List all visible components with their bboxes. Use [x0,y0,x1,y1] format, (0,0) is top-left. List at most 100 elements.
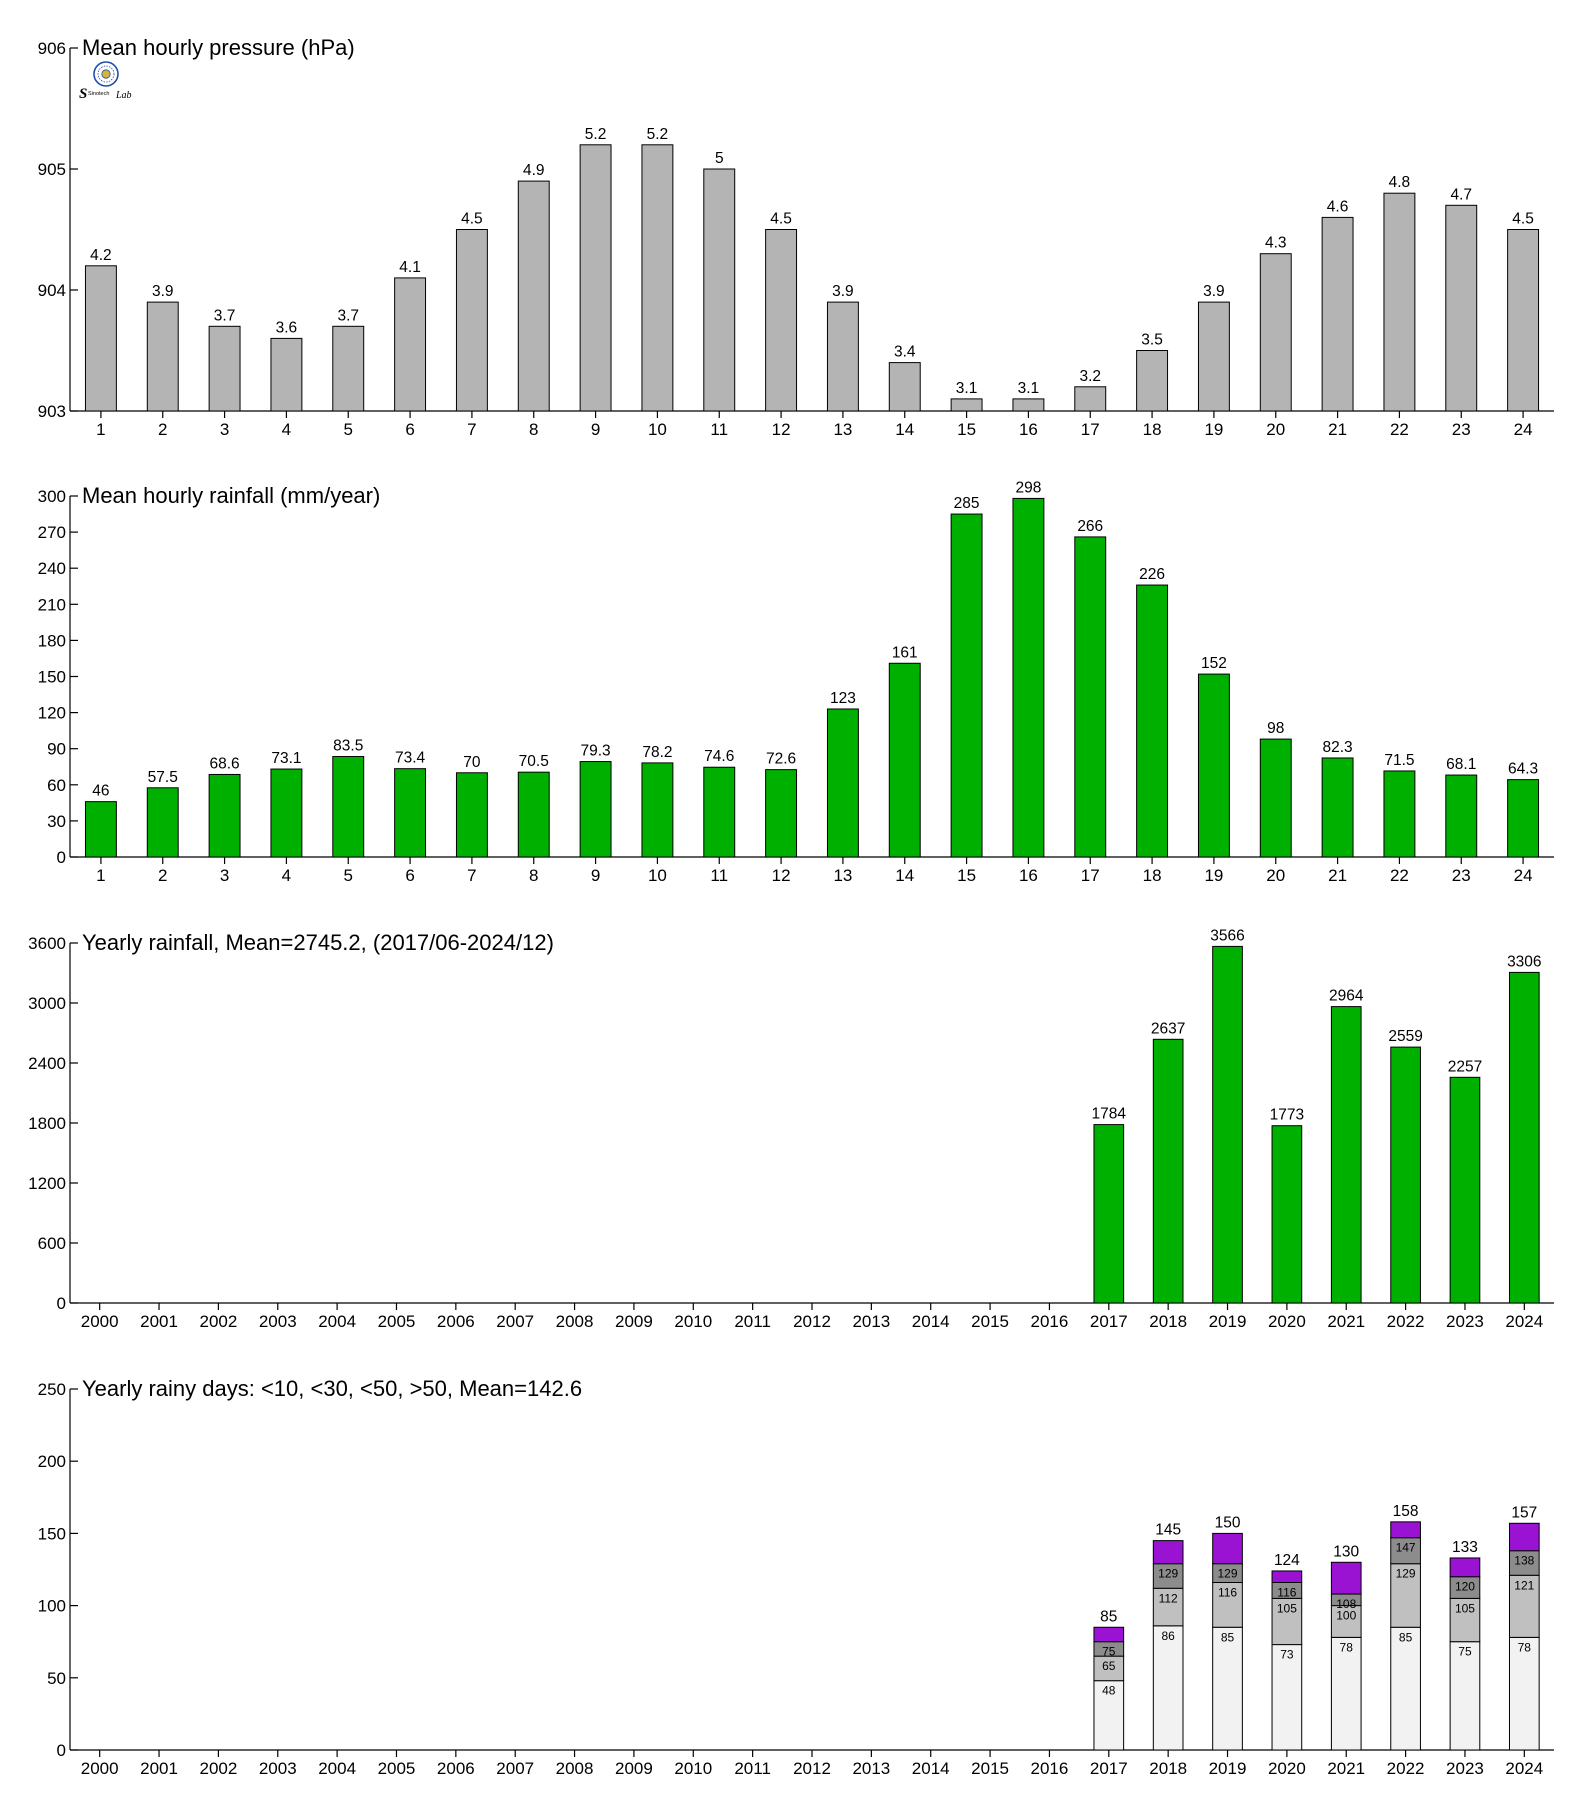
bar-segment [1390,1537,1421,1565]
panel-yearly_rain: 0 600 1200 1800 2400 3000 3600 2000 2001 2002 2003… [28,927,1554,1331]
bar-value-label: 78.2 [642,744,672,761]
y-tick-label: 30 [47,812,66,831]
y-tick-label: 1200 [28,1174,66,1193]
bar-total-label: 145 [1155,1522,1181,1539]
bar [641,762,674,858]
x-tick-label: 2022 [1387,1759,1425,1778]
bar-value-label: 4.5 [770,211,792,228]
bar-value-label: 123 [830,690,856,707]
bar-total-label: 150 [1215,1514,1241,1531]
segment-value-label: 48 [1102,1684,1116,1698]
bar [950,513,983,858]
x-tick-label: 7 [467,866,476,885]
bar-segment [1152,1625,1184,1751]
bar [1012,497,1045,858]
x-tick-label: 8 [529,866,538,885]
x-tick-label: 12 [772,420,791,439]
bar-segment [1152,1563,1184,1589]
x-tick-label: 2010 [674,1759,712,1778]
bar [950,398,983,412]
x-tick-label: 12 [772,866,791,885]
x-tick-label: 2001 [140,1312,178,1331]
x-tick-label: 2016 [1031,1312,1069,1331]
x-tick-label: 19 [1204,420,1223,439]
bar-total-label: 157 [1511,1504,1537,1521]
bar-value-label: 70.5 [519,753,549,770]
bar [1321,757,1354,858]
bar [1197,301,1230,412]
bar-value-label: 74.6 [704,748,734,765]
x-tick-label: 21 [1328,866,1347,885]
bar-value-label: 1773 [1270,1107,1304,1124]
bar-value-label: 71.5 [1384,752,1414,769]
y-tick-label: 905 [38,160,66,179]
y-tick-label: 60 [47,776,66,795]
bar-segment [1508,1550,1540,1576]
bar-value-label: 79.3 [580,743,610,760]
x-tick-label: 20 [1266,866,1285,885]
bar-value-label: 4.2 [90,247,112,264]
x-tick-label: 2011 [734,1759,771,1778]
panel-title: Yearly rainy days: <10, <30, <50, >50, M… [82,1376,582,1401]
x-tick-label: 2010 [674,1312,712,1331]
x-tick-label: 2015 [971,1312,1009,1331]
bar-value-label: 3.5 [1141,332,1163,349]
x-tick-label: 22 [1390,866,1409,885]
x-tick-label: 2007 [496,1312,534,1331]
bar-segment [1330,1561,1362,1595]
bar-value-label: 3.9 [1203,283,1225,300]
bar-value-label: 73.4 [395,750,426,767]
segment-value-label: 116 [1218,1585,1237,1599]
x-tick-label: 21 [1328,420,1347,439]
bar-value-label: 2257 [1448,1058,1482,1075]
bar-value-label: 4.1 [399,259,421,276]
bar [455,772,488,858]
bar [1383,770,1416,858]
bar-segment [1508,1522,1540,1552]
x-tick-label: 2020 [1268,1312,1306,1331]
bar [517,771,550,858]
x-tick-label: 2017 [1090,1312,1128,1331]
x-tick-label: 2014 [912,1312,950,1331]
bar [1074,536,1107,858]
bar-segment [1271,1570,1303,1583]
bar [332,756,365,858]
bar [765,769,798,858]
y-tick-label: 2400 [28,1054,66,1073]
y-tick-label: 120 [38,704,66,723]
bar-value-label: 64.3 [1508,761,1538,778]
y-tick-label: 0 [57,848,66,867]
x-tick-label: 2017 [1090,1759,1128,1778]
y-tick-label: 200 [38,1452,66,1471]
bar-total-label: 158 [1393,1503,1419,1520]
x-tick-label: 2014 [912,1759,950,1778]
segment-value-label: 129 [1396,1567,1416,1581]
x-tick-label: 17 [1081,866,1100,885]
bar-segment [1390,1626,1421,1751]
bar-value-label: 3566 [1210,927,1244,944]
x-tick-label: 23 [1452,420,1471,439]
bar-segment [1212,1626,1243,1751]
bar [1152,1038,1184,1304]
x-tick-label: 2015 [971,1759,1009,1778]
bar [455,229,488,412]
bar-value-label: 5.2 [647,126,669,143]
bar [1507,779,1540,858]
bar-value-label: 4.7 [1450,186,1472,203]
segment-value-label: 65 [1102,1659,1116,1673]
x-tick-label: 2002 [199,1312,237,1331]
x-tick-label: 2013 [852,1312,890,1331]
segment-value-label: 85 [1399,1630,1413,1644]
bar [1197,673,1230,858]
x-tick-label: 3 [220,866,229,885]
bar-value-label: 70 [463,754,481,771]
bar-segment [1152,1540,1184,1565]
svg-text:Sinotech: Sinotech [88,91,109,97]
bar [888,362,921,412]
x-tick-label: 2 [158,866,167,885]
x-tick-label: 2006 [437,1312,475,1331]
bar-value-label: 68.6 [209,755,239,772]
bar-segment [1212,1532,1243,1565]
bar [84,265,117,412]
x-tick-label: 18 [1143,866,1162,885]
